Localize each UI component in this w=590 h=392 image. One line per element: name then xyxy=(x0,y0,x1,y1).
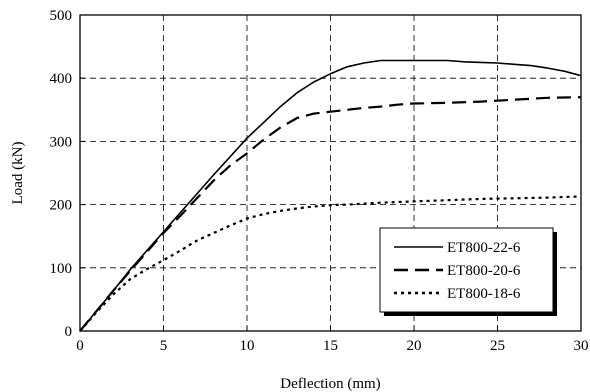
y-tick-label: 0 xyxy=(65,324,73,340)
y-tick-label: 100 xyxy=(50,261,73,277)
legend-label: ET800-20-6 xyxy=(447,263,521,279)
x-axis-title: Deflection (mm) xyxy=(280,376,380,392)
y-axis-title: Load (kN) xyxy=(10,142,26,205)
x-tick-label: 15 xyxy=(323,338,338,354)
y-tick-label: 300 xyxy=(50,134,73,150)
legend-label: ET800-22-6 xyxy=(447,240,521,256)
y-tick-label: 400 xyxy=(50,71,73,87)
y-axis: 0 100 200 300 400 500 xyxy=(50,8,85,340)
x-axis: 0 5 10 15 20 25 30 xyxy=(76,326,589,354)
legend: ET800-22-6 ET800-20-6 ET800-18-6 xyxy=(379,227,557,316)
x-tick-label: 10 xyxy=(240,338,255,354)
legend-label: ET800-18-6 xyxy=(447,286,521,302)
x-tick-label: 20 xyxy=(407,338,422,354)
series-line-et800-20-6 xyxy=(79,96,582,332)
y-tick-label: 200 xyxy=(50,198,73,214)
y-tick-label: 500 xyxy=(50,8,73,24)
legend-box xyxy=(379,227,554,313)
x-tick-label: 25 xyxy=(490,338,505,354)
x-tick-label: 5 xyxy=(160,338,168,354)
series-lines xyxy=(79,59,582,332)
x-tick-label: 0 xyxy=(76,338,84,354)
x-tick-label: 30 xyxy=(574,338,589,354)
